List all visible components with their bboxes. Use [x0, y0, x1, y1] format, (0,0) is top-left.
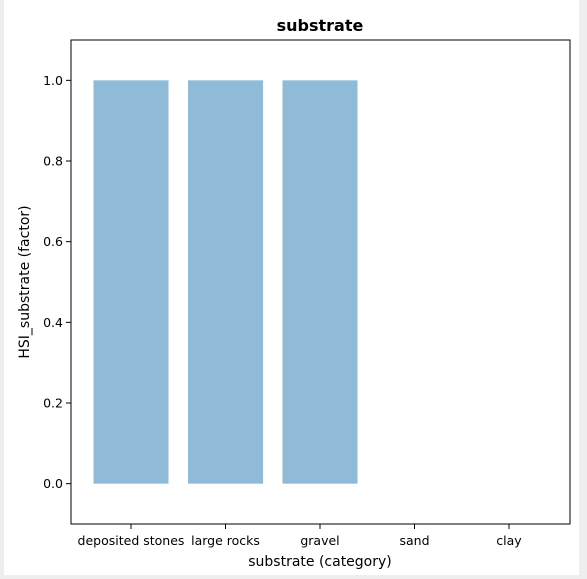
- y-tick-label: 0.8: [43, 154, 63, 169]
- x-tick-label: clay: [496, 533, 522, 548]
- x-tick-label: sand: [399, 533, 429, 548]
- bar-deposited-stones: [93, 80, 169, 484]
- bar-large-rocks: [188, 80, 263, 484]
- bar-gravel: [282, 80, 358, 484]
- y-tick-label: 0.6: [43, 234, 63, 249]
- bars-group: [93, 80, 358, 484]
- y-tick-label: 0.2: [43, 396, 63, 411]
- x-axis-ticks: deposited stones large rocks gravel sand cla…: [78, 524, 522, 548]
- x-tick-label: large rocks: [191, 533, 260, 548]
- x-tick-label: deposited stones: [78, 533, 185, 548]
- y-axis-label: HSI_substrate (factor): [17, 205, 33, 358]
- x-axis-label: substrate (category): [248, 554, 392, 570]
- y-tick-label: 0.0: [43, 476, 63, 491]
- x-tick-label: gravel: [300, 533, 339, 548]
- y-axis-ticks: 0.0 0.2 0.4 0.6 0.8 1.0: [43, 73, 71, 491]
- y-tick-label: 1.0: [43, 73, 63, 88]
- y-tick-label: 0.4: [43, 315, 63, 330]
- chart-title: substrate: [277, 16, 364, 35]
